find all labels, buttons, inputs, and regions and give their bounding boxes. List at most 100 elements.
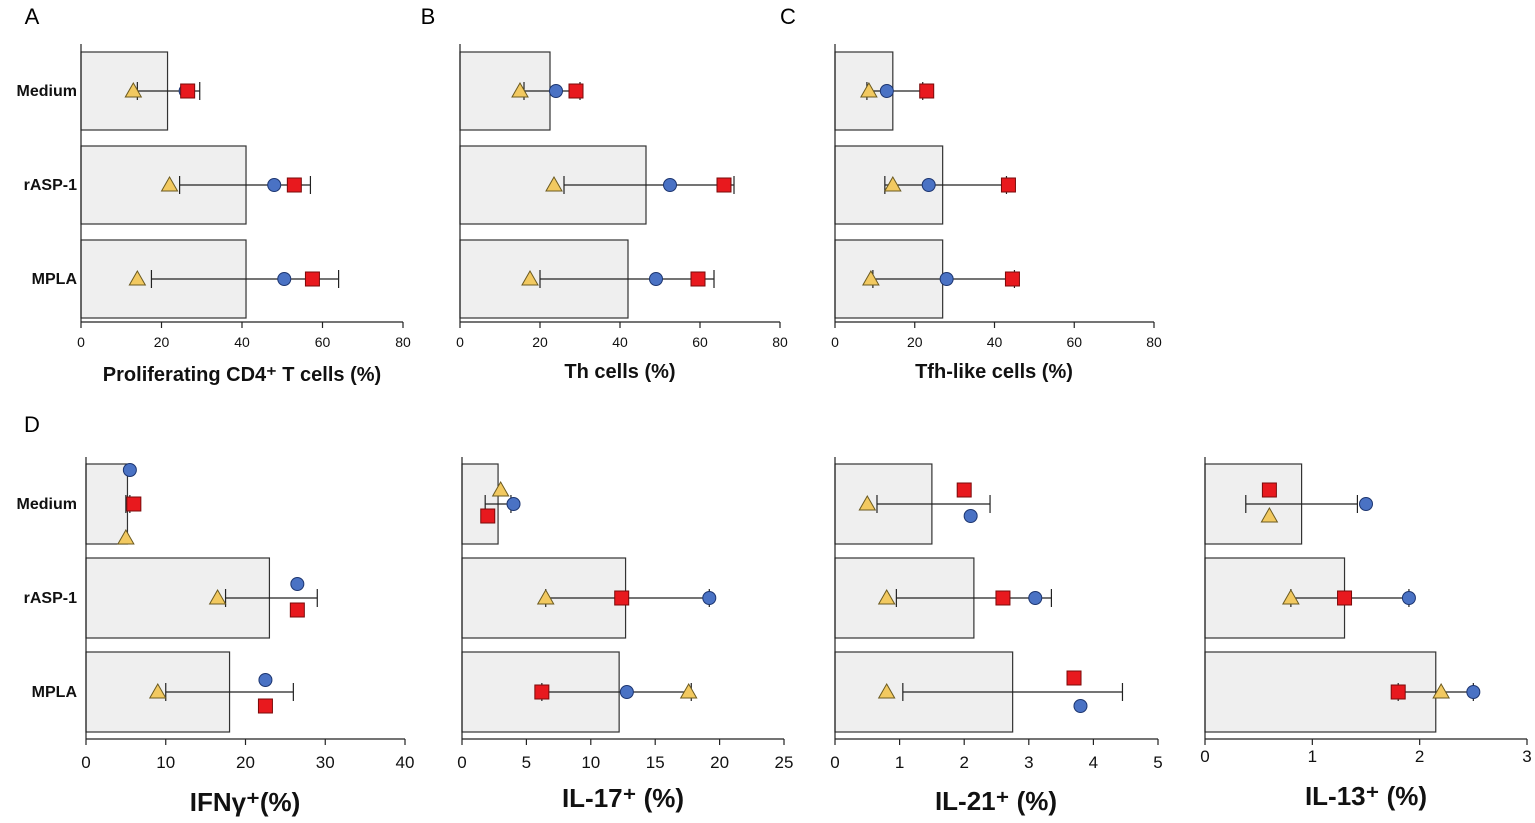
x-axis-label-d1: IFNγ⁺(%) [190,787,301,817]
tick-label-d3-4: 4 [1089,753,1098,772]
panel-letter-d1: D [24,412,40,437]
circle-marker-c-0 [879,84,894,98]
triangle-marker-b-1 [545,175,563,192]
circle-marker-a-1 [267,178,282,192]
panel-a: A Medium rASP-1 MPLA 0 20 40 60 80 Proliferating … [17,4,411,386]
triangle-marker-c-2 [862,269,880,286]
tick-label-d4-2: 2 [1415,747,1424,766]
square-marker-d2-1 [614,590,630,606]
tick-label-b-20: 20 [532,334,548,350]
category-label-medium: Medium [17,83,77,100]
circle-marker-b-2 [649,272,663,286]
tick-label-a-0: 0 [77,334,85,350]
tick-label-d3-5: 5 [1153,753,1162,772]
triangle-marker-d3-0 [858,494,877,511]
bar-d1-medium [85,463,129,545]
tick-label-c-40: 40 [987,334,1003,350]
triangle-marker-d2-2 [679,682,698,699]
circle-marker-d4-2 [1466,685,1481,699]
x-axis-label-a: Proliferating CD4⁺ T cells (%) [103,364,381,386]
tick-label-d3-1: 1 [895,753,904,772]
tick-label-d1-30: 30 [316,753,335,772]
circle-marker-c-2 [939,272,954,286]
circle-marker-d2-1 [702,591,717,605]
square-marker-d3-1 [995,590,1011,606]
square-marker-d4-1 [1337,590,1353,606]
tick-label-c-0: 0 [831,334,839,350]
circle-marker-b-0 [549,84,563,98]
tick-label-d2-5: 5 [522,753,531,772]
tick-label-a-40: 40 [234,334,250,350]
square-marker-d2-2 [534,684,550,700]
tick-label-d1-20: 20 [236,753,255,772]
x-axis-label-d2: IL-17⁺ (%) [562,783,684,813]
x-axis-label-d4: IL-13⁺ (%) [1305,781,1427,811]
square-marker-d4-2 [1390,684,1406,700]
square-marker-a-2 [304,271,320,287]
square-marker-a-0 [180,83,196,99]
circle-marker-d1-1 [290,577,305,591]
triangle-marker-c-0 [860,81,878,98]
tick-label-d2-20: 20 [710,753,729,772]
triangle-marker-d4-1 [1282,588,1300,605]
triangle-marker-d4-0 [1260,506,1279,523]
category-label-mpla: MPLA [32,271,78,288]
x-axis-label-b: Th cells (%) [564,361,675,383]
panel-letter-b: B [421,4,436,29]
category-label-rasp-1: rASP-1 [24,177,77,194]
square-marker-d4-0 [1261,482,1277,498]
panel-letter-c: C [780,4,796,29]
circle-marker-d1-2 [258,673,273,687]
tick-label-d4-1: 1 [1308,747,1317,766]
circle-marker-d4-1 [1401,591,1416,605]
square-marker-c-0 [919,83,935,99]
tick-label-a-80: 80 [395,334,411,350]
square-marker-c-2 [1004,271,1020,287]
triangle-marker-d1-1 [208,588,227,605]
circle-marker-d3-0 [963,509,978,523]
square-marker-c-1 [1000,177,1016,193]
tick-label-a-60: 60 [315,334,331,350]
square-marker-d2-0 [480,508,496,524]
tick-label-d3-2: 2 [959,753,968,772]
tick-label-c-80: 80 [1146,334,1162,350]
x-axis-label-d3: IL-21⁺ (%) [935,786,1057,816]
triangle-marker-d4-2 [1432,682,1450,699]
square-marker-d1-1 [289,602,305,618]
circle-marker-d2-0 [506,497,521,511]
square-marker-d1-0 [126,496,142,512]
square-marker-b-2 [690,271,706,287]
circle-marker-d4-0 [1359,497,1373,511]
triangle-marker-a-1 [160,175,179,192]
x-axis-label-c: Tfh-like cells (%) [915,361,1073,383]
panel-b: B 0 20 40 60 80 Th cells (%) [421,4,788,383]
triangle-marker-d3-1 [877,588,896,605]
square-marker-d3-0 [956,482,972,498]
triangle-marker-a-0 [124,81,143,98]
circle-marker-d3-2 [1073,699,1088,713]
circle-marker-a-2 [277,272,292,286]
panel-c: C 0 20 40 60 80 Tfh-like cells (%) [780,4,1162,383]
square-marker-a-1 [286,177,302,193]
circle-marker-d2-2 [619,685,634,699]
tick-label-d4-3: 3 [1522,747,1531,766]
tick-label-c-60: 60 [1066,334,1082,350]
square-marker-b-0 [568,83,584,99]
circle-marker-b-1 [663,178,677,192]
tick-label-d1-0: 0 [81,753,90,772]
tick-label-d3-0: 0 [830,753,839,772]
tick-label-d4-0: 0 [1200,747,1209,766]
tick-label-c-20: 20 [907,334,923,350]
triangle-marker-d1-2 [148,682,167,699]
category-label-medium: Medium [17,496,77,513]
panel-d2: 0 5 10 15 20 25 IL-17⁺ (%) [457,457,793,813]
square-marker-d1-2 [257,698,273,714]
tick-label-d2-25: 25 [775,753,794,772]
tick-label-d1-40: 40 [396,753,415,772]
tick-label-b-0: 0 [456,334,464,350]
tick-label-b-80: 80 [772,334,788,350]
triangle-marker-b-0 [511,81,529,98]
panel-d3: 0 1 2 3 4 5 IL-21⁺ (%) [830,457,1163,816]
panel-d1: D Medium rASP-1 MPLA 0 10 20 30 40 IFNγ⁺(%) [17,412,415,817]
